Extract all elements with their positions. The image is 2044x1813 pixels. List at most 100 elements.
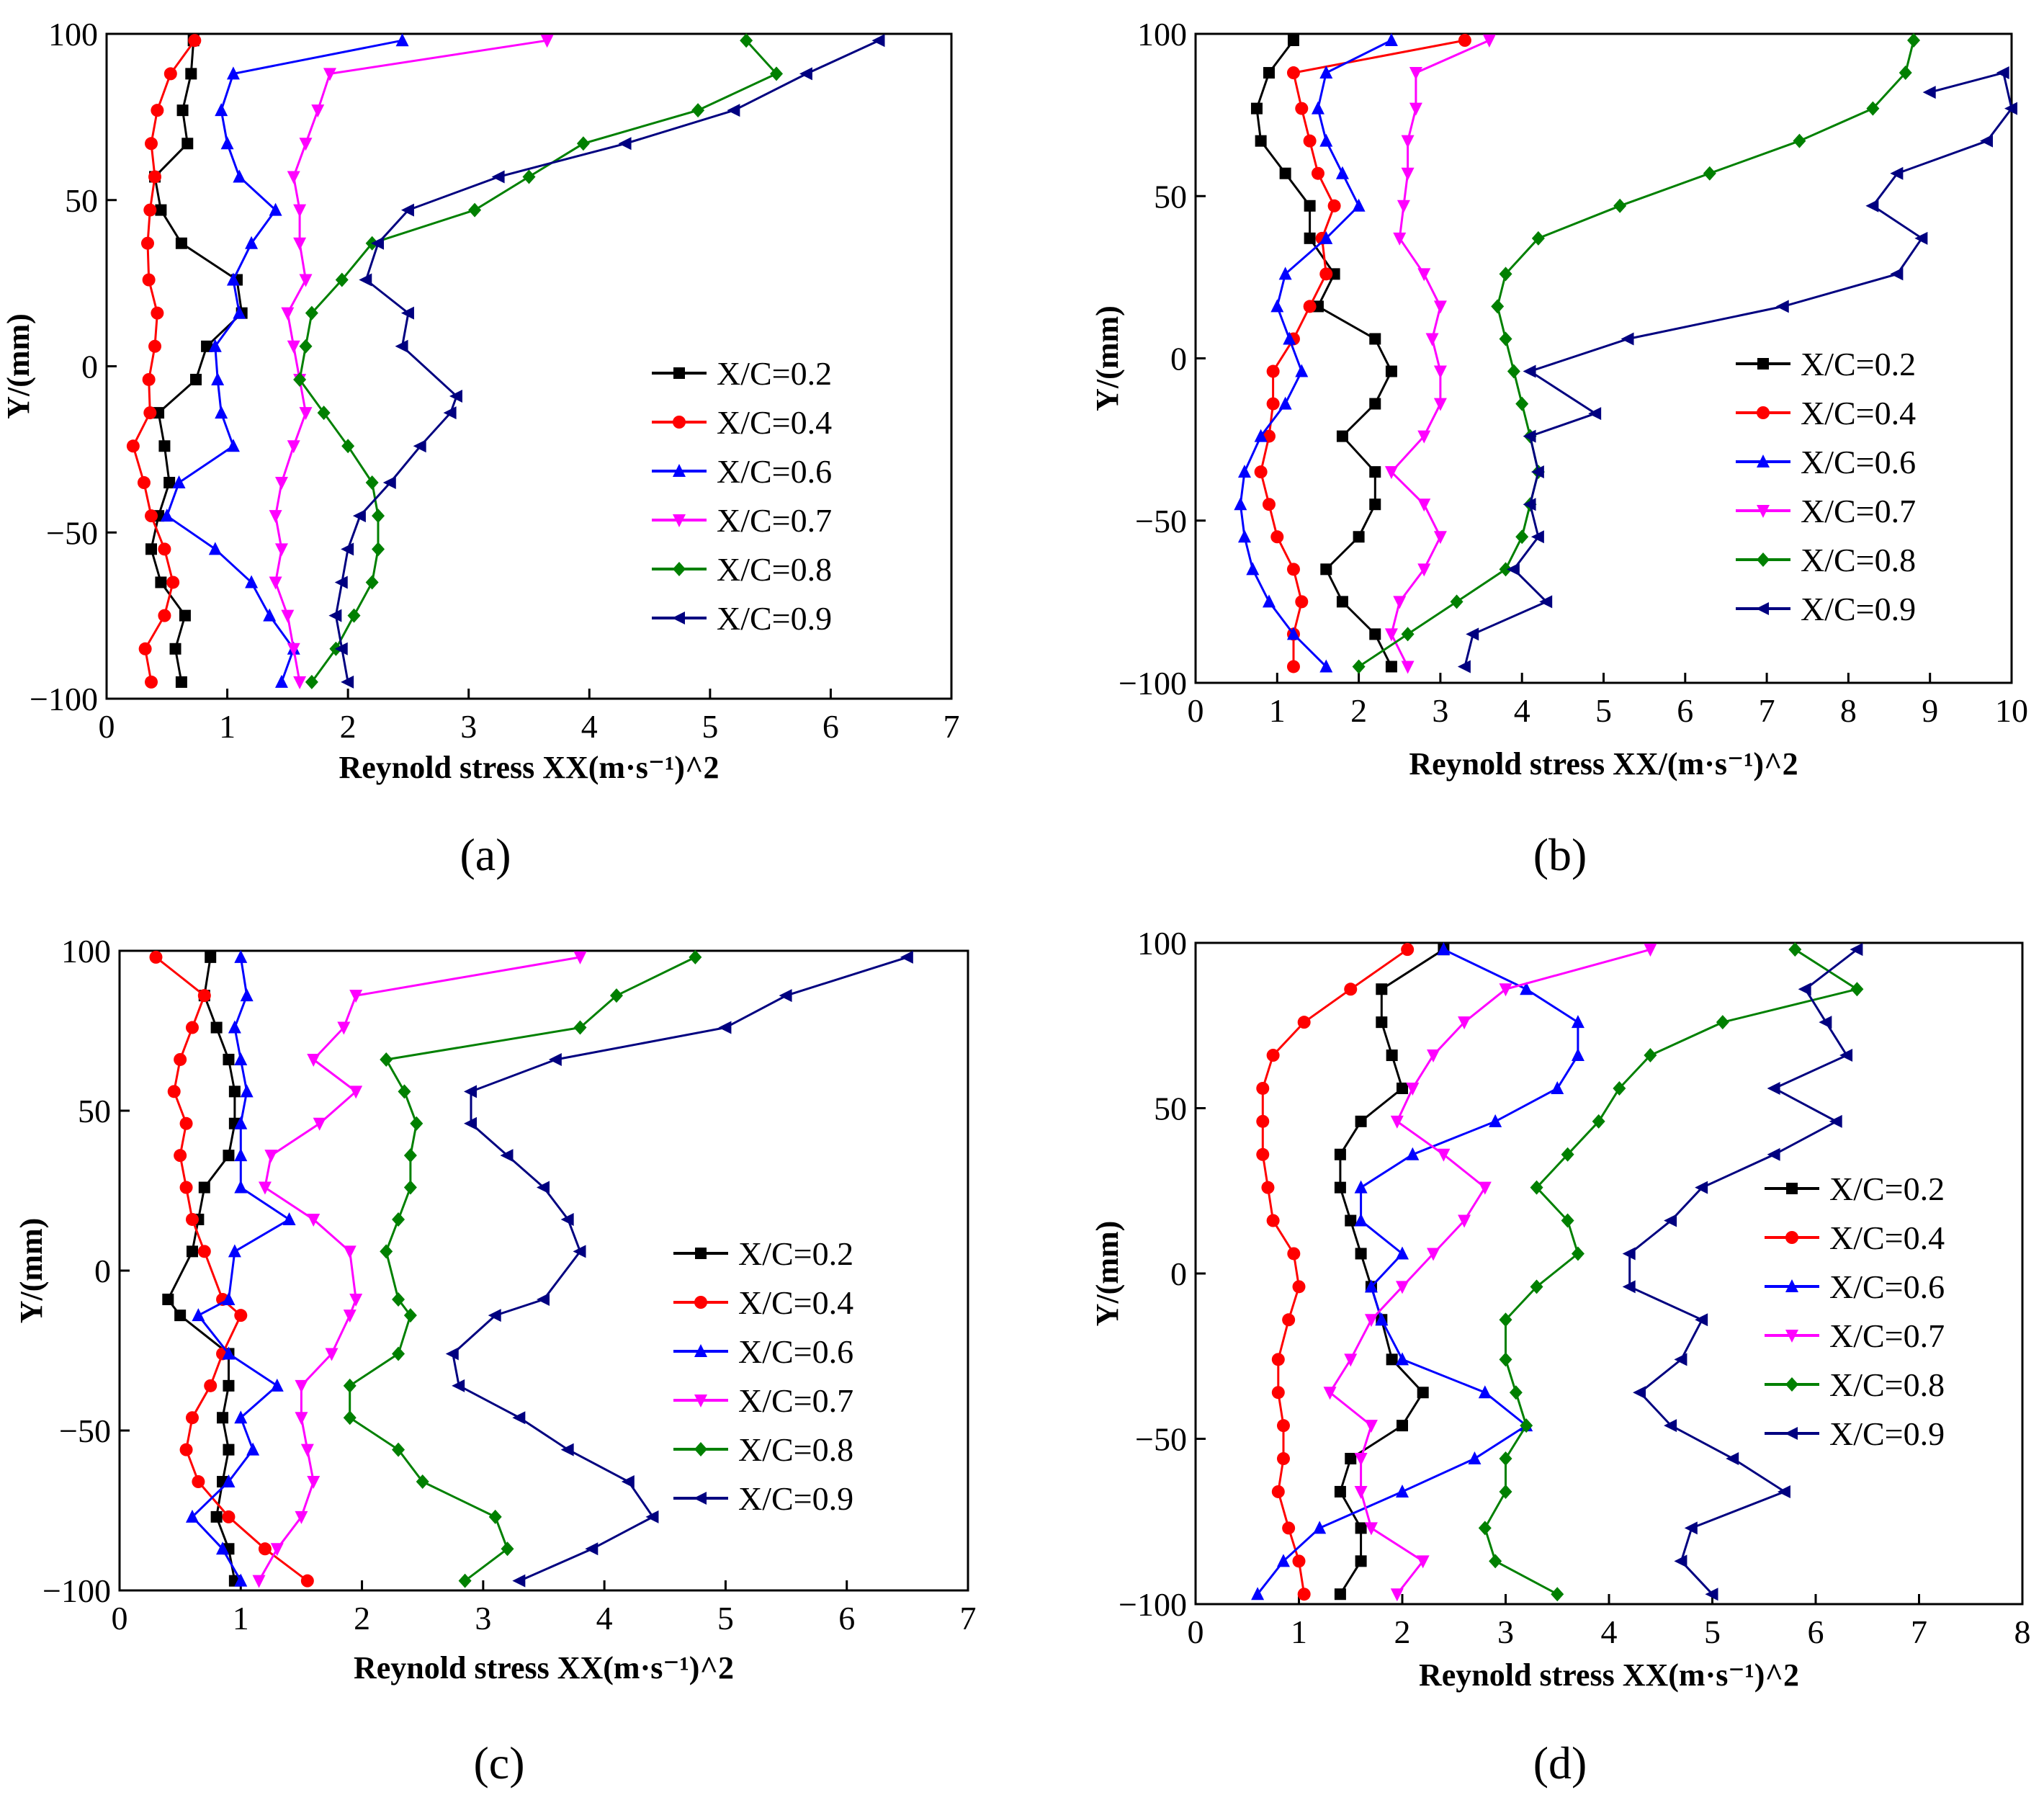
chart-panel-0: 0 1 2 3 4 5 6 7 −100 −50 0 50 100 Reynold stress XX(m… xyxy=(1,16,960,880)
panel-label: (d) xyxy=(1533,1737,1587,1789)
data-point xyxy=(234,1116,248,1129)
data-point xyxy=(1286,563,1300,576)
data-point xyxy=(1588,407,1602,421)
data-point xyxy=(197,1245,211,1258)
data-point xyxy=(1433,365,1447,379)
data-point xyxy=(1313,1521,1327,1534)
data-point xyxy=(1633,1386,1646,1400)
data-point xyxy=(204,1379,218,1392)
series-X/C=0.9 xyxy=(445,950,913,1588)
data-point xyxy=(172,475,186,489)
data-point xyxy=(343,1310,357,1323)
data-point xyxy=(1865,199,1879,212)
data-point xyxy=(1788,942,1802,957)
y-tick-label: −100 xyxy=(1119,1586,1187,1623)
data-point xyxy=(126,439,140,453)
data-point xyxy=(208,542,222,555)
y-axis-title: Y/(mm) xyxy=(1090,305,1125,411)
y-axis-title: Y/(mm) xyxy=(1090,1221,1125,1327)
data-point xyxy=(223,1053,235,1065)
data-point xyxy=(1311,101,1324,115)
data-point xyxy=(1684,1521,1698,1535)
data-point xyxy=(1345,1214,1357,1227)
data-point xyxy=(1622,1247,1636,1261)
data-point xyxy=(158,609,171,622)
data-point xyxy=(1530,530,1544,544)
data-point xyxy=(1458,1214,1471,1228)
data-point xyxy=(1319,230,1333,244)
x-tick-label: 7 xyxy=(1759,692,1775,729)
data-point xyxy=(226,439,240,452)
data-point xyxy=(1819,1016,1832,1029)
series-X/C=0.4 xyxy=(1256,943,1415,1601)
x-tick-label: 1 xyxy=(1291,1613,1307,1650)
legend-label: X/C=0.4 xyxy=(738,1284,853,1321)
data-point xyxy=(179,1181,193,1194)
data-point xyxy=(307,1213,321,1227)
data-point xyxy=(452,1379,465,1392)
data-point xyxy=(228,1020,241,1034)
data-point xyxy=(403,1308,417,1323)
data-point xyxy=(1336,596,1348,608)
data-point xyxy=(1311,166,1324,180)
series-X/C=0.2 xyxy=(1334,944,1450,1601)
data-point xyxy=(1376,983,1388,995)
x-tick-label: 4 xyxy=(1514,692,1530,729)
data-point xyxy=(1263,67,1275,79)
x-tick-label: 1 xyxy=(233,1600,249,1637)
data-point xyxy=(1775,300,1789,313)
y-tick-label: 50 xyxy=(65,182,98,219)
data-point xyxy=(226,66,240,80)
data-point xyxy=(343,1410,357,1425)
data-point xyxy=(1457,660,1471,673)
data-point xyxy=(1850,982,1864,997)
data-point xyxy=(691,103,705,118)
y-tick-label: 0 xyxy=(81,349,98,385)
data-point xyxy=(148,170,162,184)
data-point xyxy=(1914,231,1928,245)
data-point xyxy=(449,390,462,403)
legend-label: X/C=0.6 xyxy=(738,1333,853,1370)
legend-marker xyxy=(1757,455,1770,467)
chart-panel-1: 0 1 2 3 4 5 6 7 8 9 10 −100 −50 0 50 100 Reynold stress … xyxy=(1090,16,2028,880)
series-X/C=0.4 xyxy=(1254,34,1471,673)
data-point xyxy=(263,608,277,622)
data-point xyxy=(281,609,295,623)
data-point xyxy=(1523,429,1536,443)
data-point xyxy=(142,273,156,287)
data-point xyxy=(1355,1248,1367,1260)
data-point xyxy=(560,1212,574,1226)
data-point xyxy=(1364,1522,1378,1536)
chart-panel-2: 0 1 2 3 4 5 6 7 −100 −50 0 50 100 Reynold stress XX(m… xyxy=(14,933,977,1789)
data-point xyxy=(512,1411,526,1425)
data-point xyxy=(216,1541,230,1555)
legend-marker xyxy=(1786,1183,1798,1194)
data-point xyxy=(395,339,408,353)
data-point xyxy=(1303,134,1317,148)
data-point xyxy=(201,340,213,352)
series-X/C=0.7 xyxy=(269,35,554,689)
data-point xyxy=(1530,1279,1543,1294)
data-point xyxy=(299,339,313,354)
data-point xyxy=(1354,1180,1368,1194)
data-point xyxy=(1695,1181,1708,1194)
legend-marker xyxy=(672,612,685,625)
data-point xyxy=(1409,102,1422,116)
data-point xyxy=(1266,1049,1280,1062)
data-point xyxy=(1829,1114,1842,1128)
data-point xyxy=(1295,595,1309,609)
y-tick-label: 100 xyxy=(1137,16,1187,53)
data-point xyxy=(223,1379,235,1392)
data-point xyxy=(233,305,246,319)
y-tick-label: −50 xyxy=(1135,503,1187,540)
data-point xyxy=(211,372,225,385)
data-point xyxy=(192,1475,205,1489)
data-point xyxy=(443,406,457,420)
y-tick-label: −50 xyxy=(1135,1421,1187,1458)
data-point xyxy=(1499,331,1512,346)
data-point xyxy=(1523,364,1536,378)
legend-label: X/C=0.7 xyxy=(738,1382,853,1419)
data-point xyxy=(1297,1016,1311,1029)
data-point xyxy=(1335,166,1349,179)
data-point xyxy=(1491,299,1505,314)
